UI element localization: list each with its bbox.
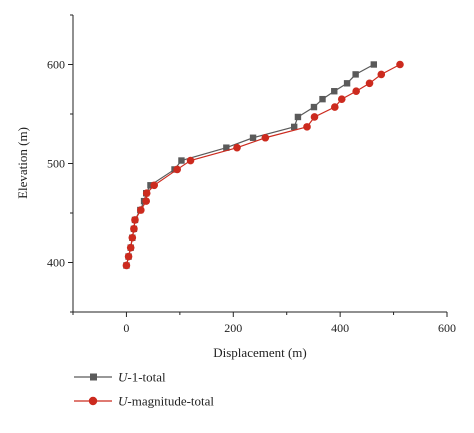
- data-point-circle: [377, 70, 386, 79]
- data-point-circle: [137, 206, 145, 214]
- legend-item: U-1-total: [74, 370, 166, 385]
- series-2: [122, 60, 404, 270]
- x-tick-label: 0: [123, 321, 129, 335]
- data-point-circle: [310, 113, 319, 121]
- y-tick-label: 400: [47, 256, 65, 270]
- data-point-square: [319, 95, 326, 103]
- series-1: [123, 61, 378, 269]
- y-axis-title: Elevation (m): [15, 127, 30, 199]
- legend: U-1-total U-magnitude-total: [74, 370, 214, 409]
- data-point-square: [370, 61, 378, 68]
- data-point-circle: [261, 133, 270, 142]
- y-tick-label: 600: [47, 58, 65, 72]
- x-tick-label: 600: [438, 321, 456, 335]
- data-point-circle: [233, 143, 241, 152]
- legend-item: U-magnitude-total: [74, 394, 214, 409]
- data-point-circle: [150, 181, 159, 190]
- data-point-circle: [130, 225, 138, 233]
- series-layer: [122, 60, 404, 270]
- x-tick-label: 200: [224, 321, 242, 335]
- data-point-square: [290, 123, 298, 131]
- data-point-circle: [352, 87, 360, 96]
- data-point-circle: [142, 197, 150, 205]
- x-axis-title: Displacement (m): [213, 345, 307, 360]
- data-point-circle: [331, 103, 339, 111]
- data-point-square: [343, 80, 351, 87]
- data-point-circle: [124, 252, 133, 261]
- series-line: [125, 63, 401, 266]
- legend-marker-square: [90, 373, 97, 381]
- data-point-square: [331, 88, 338, 95]
- y-tick-label: 500: [47, 157, 65, 171]
- data-point-circle: [131, 216, 139, 224]
- legend-label: U-1-total: [118, 370, 166, 385]
- data-point-circle: [303, 123, 311, 131]
- data-point-square: [352, 71, 359, 78]
- data-point-square: [178, 157, 185, 164]
- series-line: [125, 63, 375, 266]
- data-point-circle: [128, 233, 137, 242]
- data-point-circle: [142, 189, 151, 197]
- legend-marker-circle: [88, 396, 98, 406]
- data-point-square: [249, 134, 257, 141]
- data-point-circle: [186, 156, 195, 165]
- data-point-square: [294, 113, 302, 121]
- data-point-circle: [122, 261, 131, 270]
- data-point-square: [223, 144, 230, 151]
- data-point-circle: [365, 79, 374, 88]
- axes: 0 200 400 600 400 500 600: [47, 14, 456, 335]
- data-point-circle: [337, 95, 346, 103]
- data-point-circle: [126, 243, 135, 252]
- data-point-circle: [396, 60, 404, 69]
- data-point-square: [310, 103, 318, 111]
- x-tick-label: 400: [331, 321, 349, 335]
- data-point-circle: [173, 165, 181, 174]
- legend-label: U-magnitude-total: [118, 394, 214, 409]
